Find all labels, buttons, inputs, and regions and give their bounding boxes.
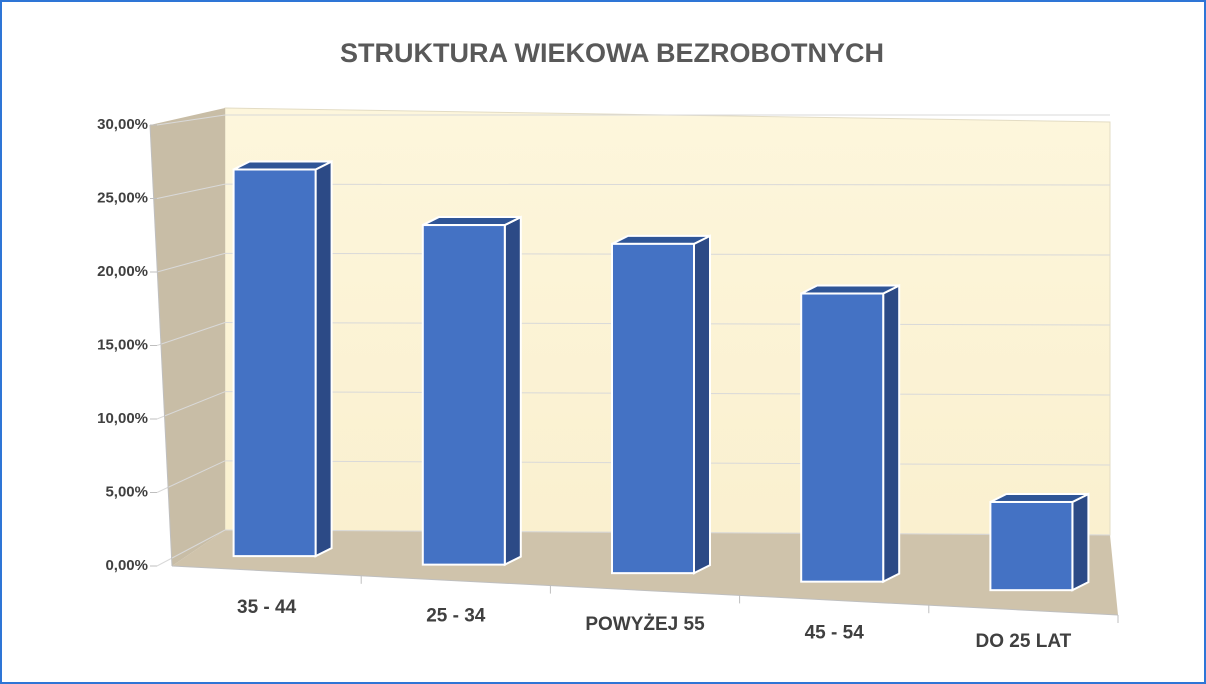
x-tick-label: DO 25 LAT [976, 631, 1072, 652]
bar-side [503, 215, 522, 567]
y-tick-label: 20,00% [97, 263, 148, 280]
bar-top [611, 234, 711, 245]
bar-side [693, 234, 711, 575]
grid-line [156, 252, 226, 273]
grid-line [156, 322, 226, 346]
bar-side [314, 159, 333, 558]
bar [232, 168, 317, 558]
y-tick-label: 10,00% [97, 410, 148, 427]
y-tick-label: 0,00% [105, 557, 148, 574]
bar-top [989, 492, 1089, 503]
x-tick-label: POWYŻEJ 55 [585, 614, 705, 635]
bar-top [422, 216, 522, 227]
grid-line [224, 183, 1111, 186]
y-tick-label: 30,00% [97, 116, 148, 133]
bar-top [233, 160, 333, 171]
grid-line [156, 529, 226, 567]
grid-line [156, 183, 226, 199]
bar-top [800, 284, 900, 295]
bar [421, 224, 506, 566]
y-tick-label: 25,00% [97, 189, 148, 206]
x-tick-label: 35 - 44 [237, 597, 297, 618]
grid-line [156, 114, 226, 126]
x-axis [171, 565, 1119, 616]
bar-side [1071, 492, 1090, 592]
grid-line [156, 391, 226, 420]
bar [611, 242, 695, 575]
bar-side [882, 283, 901, 584]
bar [800, 292, 885, 583]
bar [989, 500, 1074, 592]
y-tick-label: 5,00% [105, 483, 148, 500]
x-tick-label: 25 - 34 [426, 606, 486, 627]
chart-title: STRUKTURA WIEKOWA BEZROBOTNYCH [340, 38, 884, 68]
side-wall [150, 108, 225, 566]
y-axis [149, 124, 173, 567]
y-tick-label: 15,00% [97, 336, 148, 353]
x-tick-label: 45 - 54 [805, 623, 865, 644]
